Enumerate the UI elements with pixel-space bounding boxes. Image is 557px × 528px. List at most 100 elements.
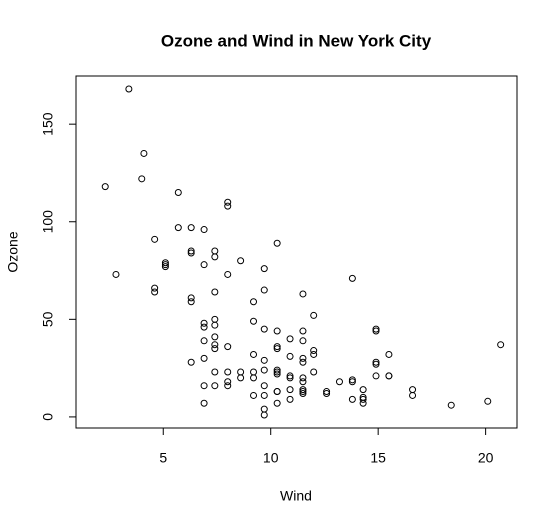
point <box>200 382 208 390</box>
x-tick-label: 15 <box>370 450 386 466</box>
point <box>224 382 232 390</box>
point <box>299 354 307 362</box>
point <box>151 284 159 292</box>
point <box>250 391 258 399</box>
point <box>299 388 307 396</box>
point <box>273 239 281 247</box>
point <box>359 395 367 403</box>
point <box>200 261 208 269</box>
point <box>211 333 219 341</box>
point <box>187 249 195 257</box>
point <box>409 391 417 399</box>
point <box>161 263 169 271</box>
point <box>237 368 245 376</box>
point <box>140 149 148 157</box>
y-tick-label: 0 <box>40 413 56 421</box>
x-axis-label: Wind <box>280 488 312 504</box>
point <box>323 388 331 396</box>
point <box>211 247 219 255</box>
point <box>200 354 208 362</box>
point <box>187 224 195 232</box>
point <box>187 247 195 255</box>
point <box>200 323 208 331</box>
point <box>224 378 232 386</box>
point <box>310 347 318 355</box>
point <box>273 366 281 374</box>
point <box>211 345 219 353</box>
point <box>112 270 120 278</box>
point <box>200 337 208 345</box>
point <box>260 411 268 419</box>
point <box>224 368 232 376</box>
point <box>286 352 294 360</box>
point <box>348 376 356 384</box>
x-tick-label: 10 <box>263 450 279 466</box>
y-tick-label: 150 <box>40 112 56 136</box>
point <box>273 370 281 378</box>
plot-frame <box>75 75 518 429</box>
x-tick-label: 5 <box>159 450 167 466</box>
point <box>299 337 307 345</box>
point <box>273 345 281 353</box>
point <box>250 298 258 306</box>
point <box>348 274 356 282</box>
x-tick-label: 20 <box>478 450 494 466</box>
point <box>211 253 219 261</box>
point <box>299 327 307 335</box>
point <box>211 321 219 329</box>
point <box>260 265 268 273</box>
point <box>359 386 367 394</box>
y-tick-label: 50 <box>40 311 56 327</box>
point <box>187 298 195 306</box>
point <box>224 343 232 351</box>
point <box>359 399 367 407</box>
point <box>260 405 268 413</box>
point <box>372 327 380 335</box>
point <box>447 401 455 409</box>
point <box>237 257 245 265</box>
point <box>310 350 318 358</box>
point <box>250 350 258 358</box>
point <box>273 388 281 396</box>
point <box>200 226 208 234</box>
point <box>200 399 208 407</box>
point <box>484 397 492 405</box>
point <box>385 372 393 380</box>
point <box>273 343 281 351</box>
point <box>151 288 159 296</box>
point <box>260 391 268 399</box>
point <box>260 382 268 390</box>
point <box>385 350 393 358</box>
point <box>348 378 356 386</box>
chart-title: Ozone and Wind in New York City <box>161 31 432 50</box>
point <box>335 378 343 386</box>
point <box>286 374 294 382</box>
point <box>250 374 258 382</box>
point <box>299 386 307 394</box>
point <box>260 325 268 333</box>
point <box>237 374 245 382</box>
point <box>260 286 268 294</box>
point <box>151 235 159 243</box>
y-axis-label: Ozone <box>5 231 21 272</box>
point <box>187 294 195 302</box>
point <box>260 366 268 374</box>
point <box>174 224 182 232</box>
point <box>286 395 294 403</box>
point <box>372 360 380 368</box>
point <box>161 259 169 267</box>
point <box>211 368 219 376</box>
point <box>224 202 232 210</box>
point <box>250 317 258 325</box>
point <box>299 378 307 386</box>
point <box>273 368 281 376</box>
point <box>273 399 281 407</box>
point <box>211 315 219 323</box>
point <box>409 386 417 394</box>
point <box>161 261 169 269</box>
point <box>273 327 281 335</box>
point <box>286 372 294 380</box>
point <box>372 325 380 333</box>
point <box>224 270 232 278</box>
